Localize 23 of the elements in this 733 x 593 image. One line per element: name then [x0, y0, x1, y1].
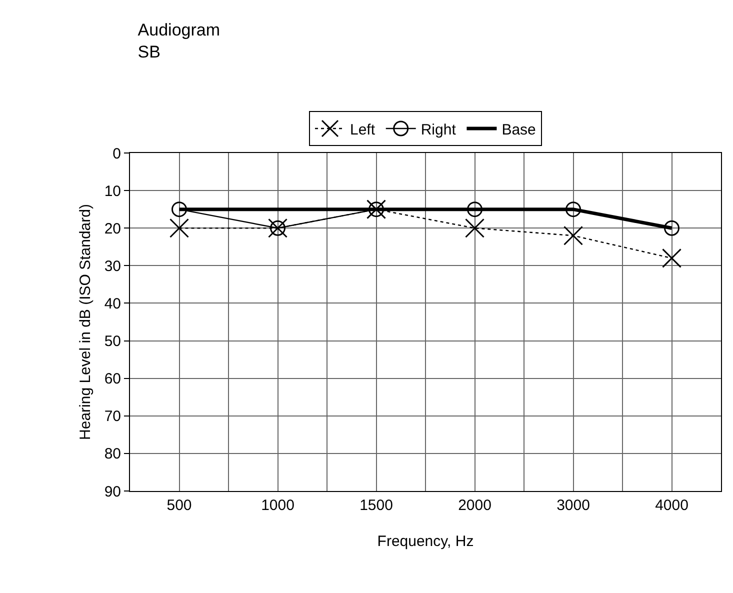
x-tick-label: 500 [166, 497, 192, 514]
x-tick-label: 2000 [458, 497, 492, 514]
y-tick-label: 20 [104, 220, 121, 238]
y-axis-title: Hearing Level in dB (ISO Standard) [77, 204, 94, 440]
y-tick-label: 0 [112, 145, 121, 162]
y-tick-label: 90 [104, 483, 121, 500]
y-tick-label: 50 [104, 333, 121, 350]
chart-title: Audiogram [138, 20, 220, 40]
x-tick-label: 1000 [261, 497, 294, 514]
y-tick-label: 80 [104, 446, 121, 463]
x-axis-title: Frequency, Hz [377, 533, 474, 550]
legend-label: Left [350, 121, 376, 138]
y-tick-label: 10 [104, 182, 121, 200]
y-tick-label: 30 [104, 258, 121, 275]
chart-subtitle: SB [138, 42, 160, 62]
x-tick-label: 1500 [360, 497, 393, 514]
legend-label: Base [502, 121, 536, 138]
y-tick-label: 60 [104, 370, 121, 388]
x-tick-label: 4000 [655, 497, 688, 514]
y-tick-label: 70 [104, 408, 121, 426]
legend-label: Right [420, 121, 457, 138]
x-tick-label: 3000 [556, 497, 590, 514]
y-tick-label: 40 [104, 295, 121, 312]
